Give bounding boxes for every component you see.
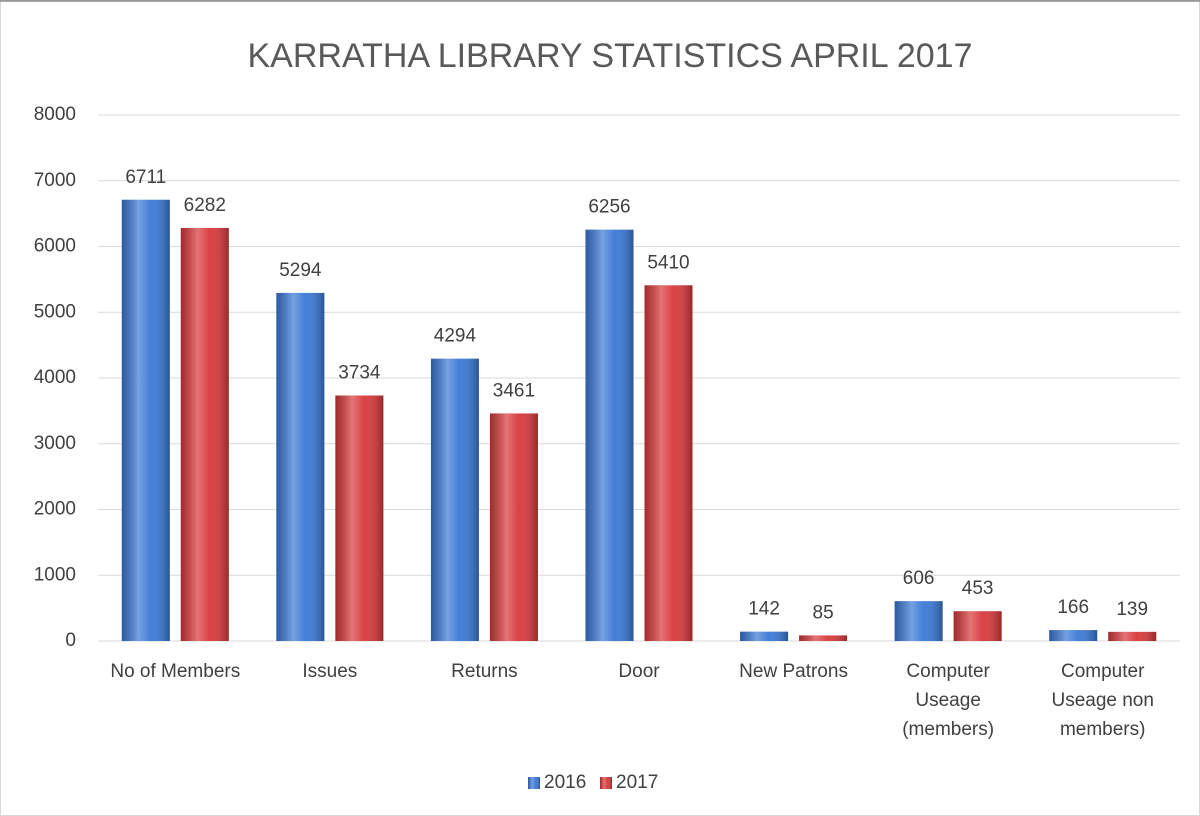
x-tick-label: New Patrons: [739, 661, 848, 682]
bar-shine: [894, 601, 943, 641]
bar-shine: [489, 413, 538, 641]
x-tick-label: Computer Useage (members): [902, 661, 995, 740]
y-tick-label: 2000: [34, 499, 76, 520]
x-tick-label: Returns: [451, 661, 518, 682]
bar-shine: [1049, 630, 1098, 641]
legend-label: 2016: [544, 772, 586, 793]
value-label: 3461: [493, 380, 535, 401]
x-tick-label: Door: [618, 661, 660, 682]
bar-shine: [276, 292, 325, 641]
bar-shine: [953, 611, 1002, 641]
bar-shine: [740, 631, 789, 641]
chart-title: KARRATHA LIBRARY STATISTICS APRIL 2017: [248, 37, 973, 75]
y-tick-label: 3000: [34, 433, 76, 454]
value-label: 6256: [588, 197, 630, 218]
value-label: 6711: [125, 167, 166, 188]
y-tick-label: 5000: [34, 301, 76, 322]
value-label: 166: [1057, 597, 1089, 618]
legend-swatch-shine: [600, 777, 612, 789]
y-tick-label: 4000: [34, 367, 76, 388]
bar-shine: [335, 395, 384, 641]
bar-shine: [799, 635, 848, 641]
y-tick-label: 0: [65, 630, 76, 651]
bar-shine: [121, 199, 170, 641]
bar-shine: [644, 285, 693, 641]
value-label: 142: [748, 599, 780, 620]
y-tick-label: 1000: [34, 564, 76, 585]
x-tick-label: Computer Useage non members): [1051, 661, 1154, 740]
value-label: 6282: [184, 195, 226, 216]
value-label: 5294: [279, 260, 322, 281]
legend-label: 2017: [616, 772, 658, 793]
y-tick-label: 7000: [34, 170, 76, 191]
bar-shine: [430, 358, 479, 641]
legend-swatch-shine: [528, 777, 540, 789]
value-label: 139: [1116, 599, 1148, 620]
x-tick-label: Issues: [302, 661, 358, 682]
bar-shine: [585, 229, 634, 641]
value-label: 453: [962, 578, 994, 599]
value-label: 5410: [647, 252, 689, 273]
x-tick-label: No of Members: [110, 661, 241, 682]
bar-shine: [180, 227, 229, 641]
value-label: 3734: [338, 363, 381, 384]
value-label: 4294: [434, 326, 477, 347]
bar-shine: [1108, 631, 1157, 641]
value-label: 606: [903, 568, 935, 589]
y-tick-label: 8000: [34, 104, 76, 125]
y-tick-label: 6000: [34, 236, 76, 257]
value-label: 85: [813, 602, 834, 623]
